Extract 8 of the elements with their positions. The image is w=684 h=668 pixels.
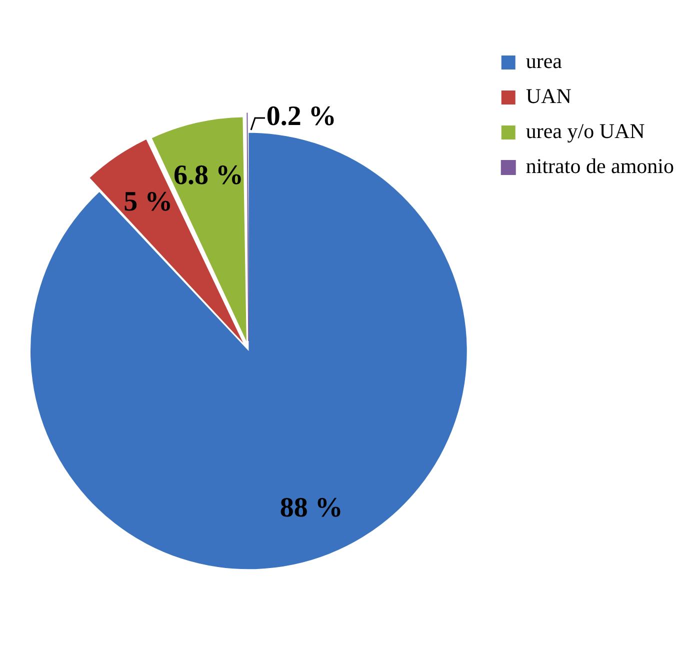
- legend-label: UAN: [526, 84, 572, 108]
- data-label: 0.2 %: [266, 101, 336, 132]
- legend-label: nitrato de amonio: [526, 154, 674, 178]
- legend-label: urea y/o UAN: [526, 119, 645, 144]
- data-label: 88 %: [280, 492, 343, 524]
- data-label: 5 %: [124, 186, 173, 218]
- data-label: 6.8 %: [174, 160, 244, 191]
- legend-label: urea: [526, 49, 563, 74]
